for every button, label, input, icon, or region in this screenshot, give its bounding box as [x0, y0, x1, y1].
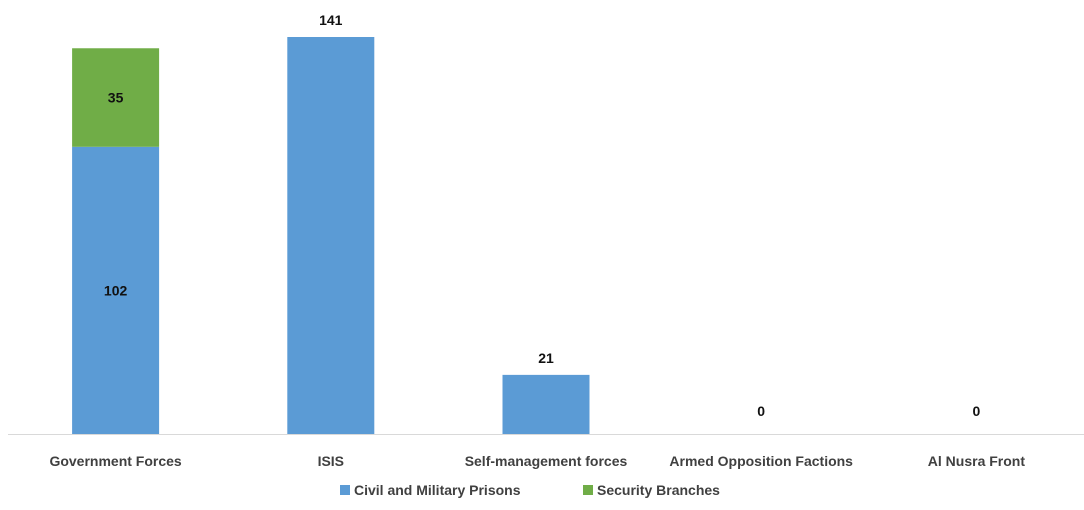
category-label-0: Government Forces [49, 453, 181, 469]
data-label-0-1: 35 [108, 90, 124, 106]
data-label-3-zero: 0 [757, 403, 765, 419]
category-label-1: ISIS [318, 453, 344, 469]
bar-prisons-0 [72, 146, 160, 434]
category-label-2: Self-management forces [465, 453, 628, 469]
data-label-0-0: 102 [104, 282, 128, 298]
data-label-4-zero: 0 [973, 403, 981, 419]
legend-swatch-1 [583, 485, 593, 495]
bar-security-0 [72, 48, 160, 147]
category-label-4: Al Nusra Front [928, 453, 1026, 469]
legend-swatch-0 [340, 485, 350, 495]
bar-prisons-2 [502, 374, 590, 434]
data-label-2-0: 21 [538, 350, 554, 366]
category-label-3: Armed Opposition Factions [669, 453, 853, 469]
legend-label-0: Civil and Military Prisons [354, 482, 521, 498]
bar-prisons-1 [287, 37, 375, 434]
legend-label-1: Security Branches [597, 482, 720, 498]
data-label-1-0: 141 [319, 12, 343, 28]
